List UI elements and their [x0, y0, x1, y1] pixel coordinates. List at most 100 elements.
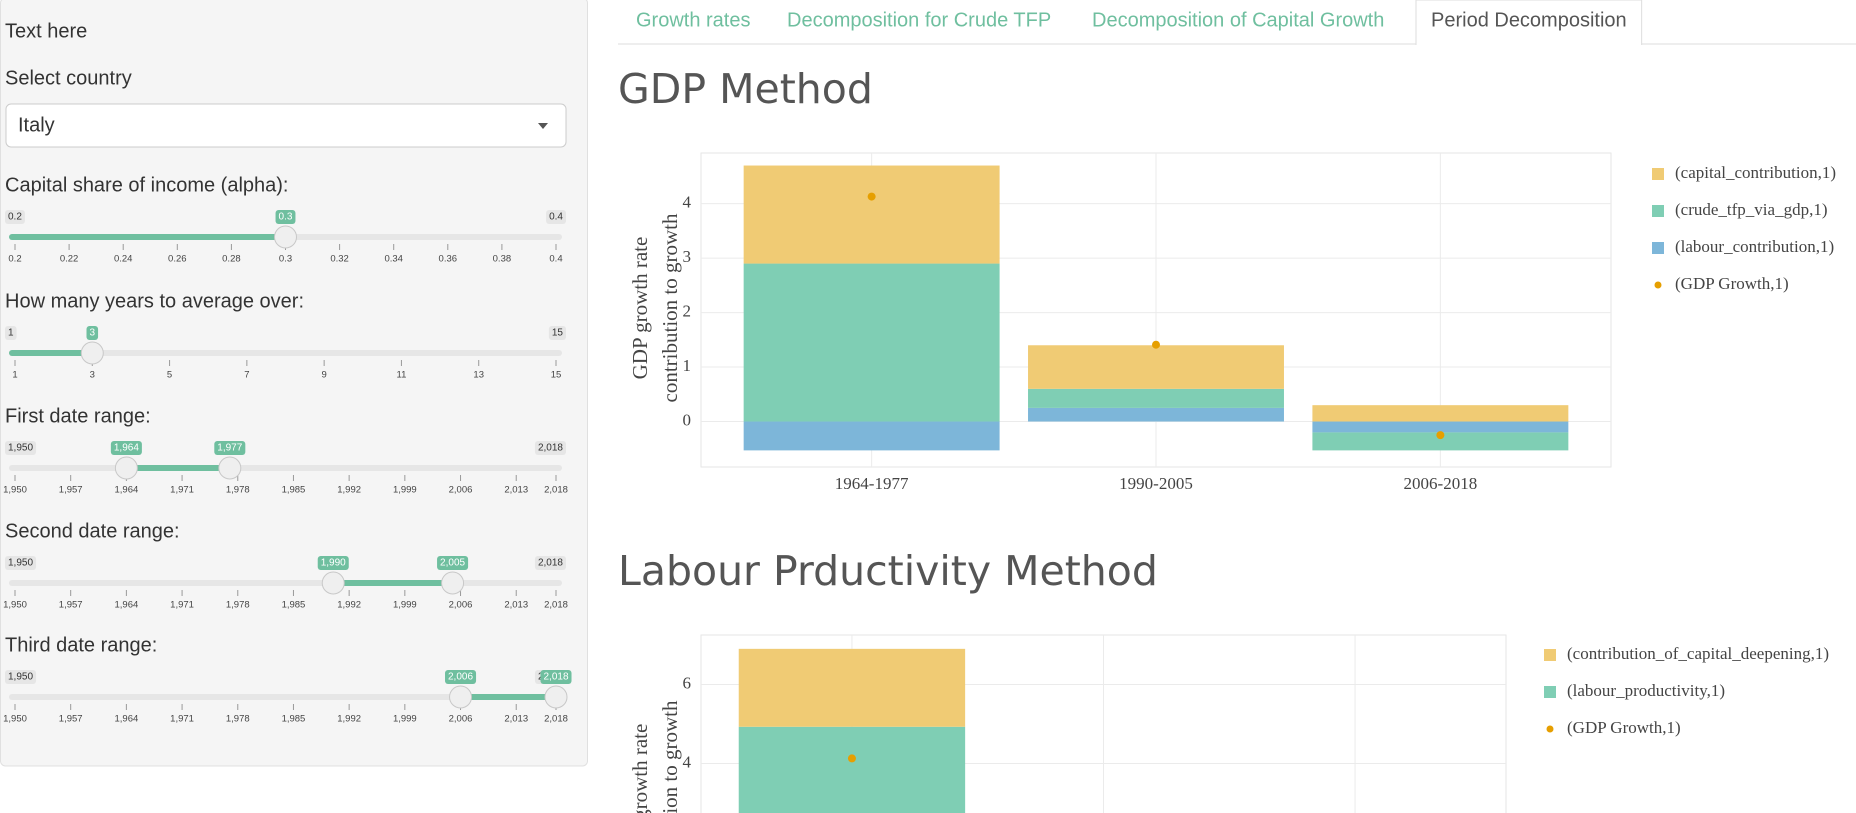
- slider-bubble: 1: [5, 326, 17, 340]
- bubble-bg: [214, 441, 246, 455]
- slider-label: How many years to average over:: [5, 290, 304, 312]
- y-axis-title: contribution to growth: [658, 213, 682, 402]
- section-heading: GDP Method: [618, 65, 873, 113]
- country-select[interactable]: Italy: [5, 103, 567, 148]
- slider-tick-label: 1,950: [3, 485, 27, 496]
- section-heading: Labour Prductivity Method: [618, 547, 1158, 595]
- bubble-text: 0.4: [549, 212, 563, 223]
- bubble-bg: [437, 556, 469, 570]
- slider-fill: [460, 694, 556, 700]
- bubble-text: 2,018: [543, 672, 568, 683]
- tab[interactable]: Decomposition for Crude TFP: [787, 9, 1051, 31]
- point: [847, 754, 856, 763]
- slider-tick-label: 2,013: [504, 600, 528, 611]
- legend-marker: [1652, 168, 1664, 180]
- slider-tick-label: 0.38: [493, 254, 512, 265]
- slider-bubble: 2,018: [534, 556, 566, 570]
- legend-label: (labour_contribution,1): [1675, 237, 1834, 256]
- slider-tick-label: 1,950: [3, 600, 27, 611]
- legend-marker: [1544, 649, 1556, 661]
- tab[interactable]: Period Decomposition: [1431, 9, 1627, 31]
- bubble-text: 2,018: [538, 443, 563, 454]
- slider-bubble: 0.4: [546, 210, 566, 224]
- legend-marker: [1546, 725, 1554, 733]
- slider-tick-label: 13: [473, 370, 484, 381]
- bubble-bg: [534, 556, 566, 570]
- slider-tick-label: 1,964: [114, 600, 138, 611]
- bubble-text: 1,964: [114, 443, 139, 454]
- y-axis-title: contribution to growth: [658, 700, 682, 813]
- legend-label: (crude_tfp_via_gdp,1): [1675, 200, 1827, 219]
- slider-tick-label: 1,971: [170, 485, 194, 496]
- bubble-bg: [5, 556, 37, 570]
- slider-tick-label: 1,964: [114, 714, 138, 725]
- slider-tick-label: 2,018: [544, 600, 568, 611]
- slider-tick-label: 2,006: [449, 714, 473, 725]
- slider-tick-label: 1,957: [59, 714, 83, 725]
- legend-label: (labour_productivity,1): [1567, 681, 1725, 700]
- y-axis-title: GDP growth rate: [628, 237, 652, 380]
- select-caret[interactable]: [538, 123, 548, 129]
- slider-label: Third date range:: [5, 634, 157, 656]
- slider-tick-label: 1,992: [337, 714, 361, 725]
- slider-tick-label: 1,978: [226, 714, 250, 725]
- select-value[interactable]: Italy: [18, 114, 55, 136]
- slider-tick-label: 0.32: [330, 254, 349, 265]
- legend-label: (GDP Growth,1): [1675, 274, 1789, 293]
- x-tick-label: 2006-2018: [1404, 474, 1478, 493]
- bubble-text: 2,006: [448, 672, 473, 683]
- slider-handle: [274, 225, 297, 249]
- slider-track: [9, 580, 562, 586]
- bubble-text: 15: [552, 328, 564, 339]
- bubble-bg: [534, 441, 566, 455]
- slider-tick-label: 1,978: [226, 600, 250, 611]
- slider-handle: [544, 685, 568, 709]
- bubble-bg: [445, 670, 477, 684]
- slider-fill: [126, 465, 230, 471]
- slider-tick-label: 2,018: [544, 714, 568, 725]
- slider-handle: [449, 685, 473, 709]
- bubble-text: 2,018: [538, 558, 563, 569]
- slider-tick-label: 9: [321, 370, 326, 381]
- slider-tick-label: 1,985: [282, 485, 306, 496]
- slider-tick-label: 3: [90, 370, 95, 381]
- slider-tick-label: 1,957: [59, 485, 83, 496]
- y-tick-label: 6: [683, 673, 692, 692]
- bubble-text: 1,950: [8, 558, 33, 569]
- y-tick-label: 4: [683, 752, 692, 771]
- bubble-bg: [5, 441, 37, 455]
- tab[interactable]: Growth rates: [636, 9, 750, 31]
- select-box[interactable]: [5, 103, 567, 148]
- point: [1436, 431, 1445, 440]
- bubble-bg: [540, 670, 572, 684]
- bar: [738, 726, 966, 813]
- slider-bubble: 1,950: [5, 670, 37, 684]
- sidebar-panel: [0, 0, 588, 767]
- x-tick-label: 1964-1977: [835, 474, 909, 493]
- slider-tick-label: 7: [244, 370, 249, 381]
- slider-tick-label: 0.2: [8, 254, 21, 265]
- slider-bubble: 2,006: [445, 670, 477, 684]
- bar: [1028, 388, 1284, 408]
- bar: [1312, 432, 1569, 451]
- slider-handle: [218, 456, 242, 480]
- slider-tick-label: 1,999: [393, 714, 417, 725]
- slider-tick-label: 1,992: [337, 600, 361, 611]
- bar: [743, 421, 1000, 451]
- slider-tick-label: 1,957: [59, 600, 83, 611]
- legend-marker: [1652, 242, 1664, 254]
- slider-tick-label: 1,950: [3, 714, 27, 725]
- bar: [1312, 421, 1569, 433]
- slider-tick-label: 0.3: [279, 254, 292, 265]
- x-tick-label: 1990-2005: [1119, 474, 1193, 493]
- tab[interactable]: Decomposition of Capital Growth: [1092, 9, 1384, 31]
- y-axis-title: GDP growth rate: [628, 724, 652, 813]
- legend-marker: [1652, 205, 1664, 217]
- slider-tick-label: 2,006: [449, 485, 473, 496]
- bubble-bg: [5, 670, 37, 684]
- slider-fill: [9, 350, 93, 356]
- y-tick-label: 2: [683, 301, 692, 320]
- slider-tick-label: 2,006: [449, 600, 473, 611]
- slider-tick-label: 0.24: [114, 254, 133, 265]
- bubble-bg: [5, 210, 25, 224]
